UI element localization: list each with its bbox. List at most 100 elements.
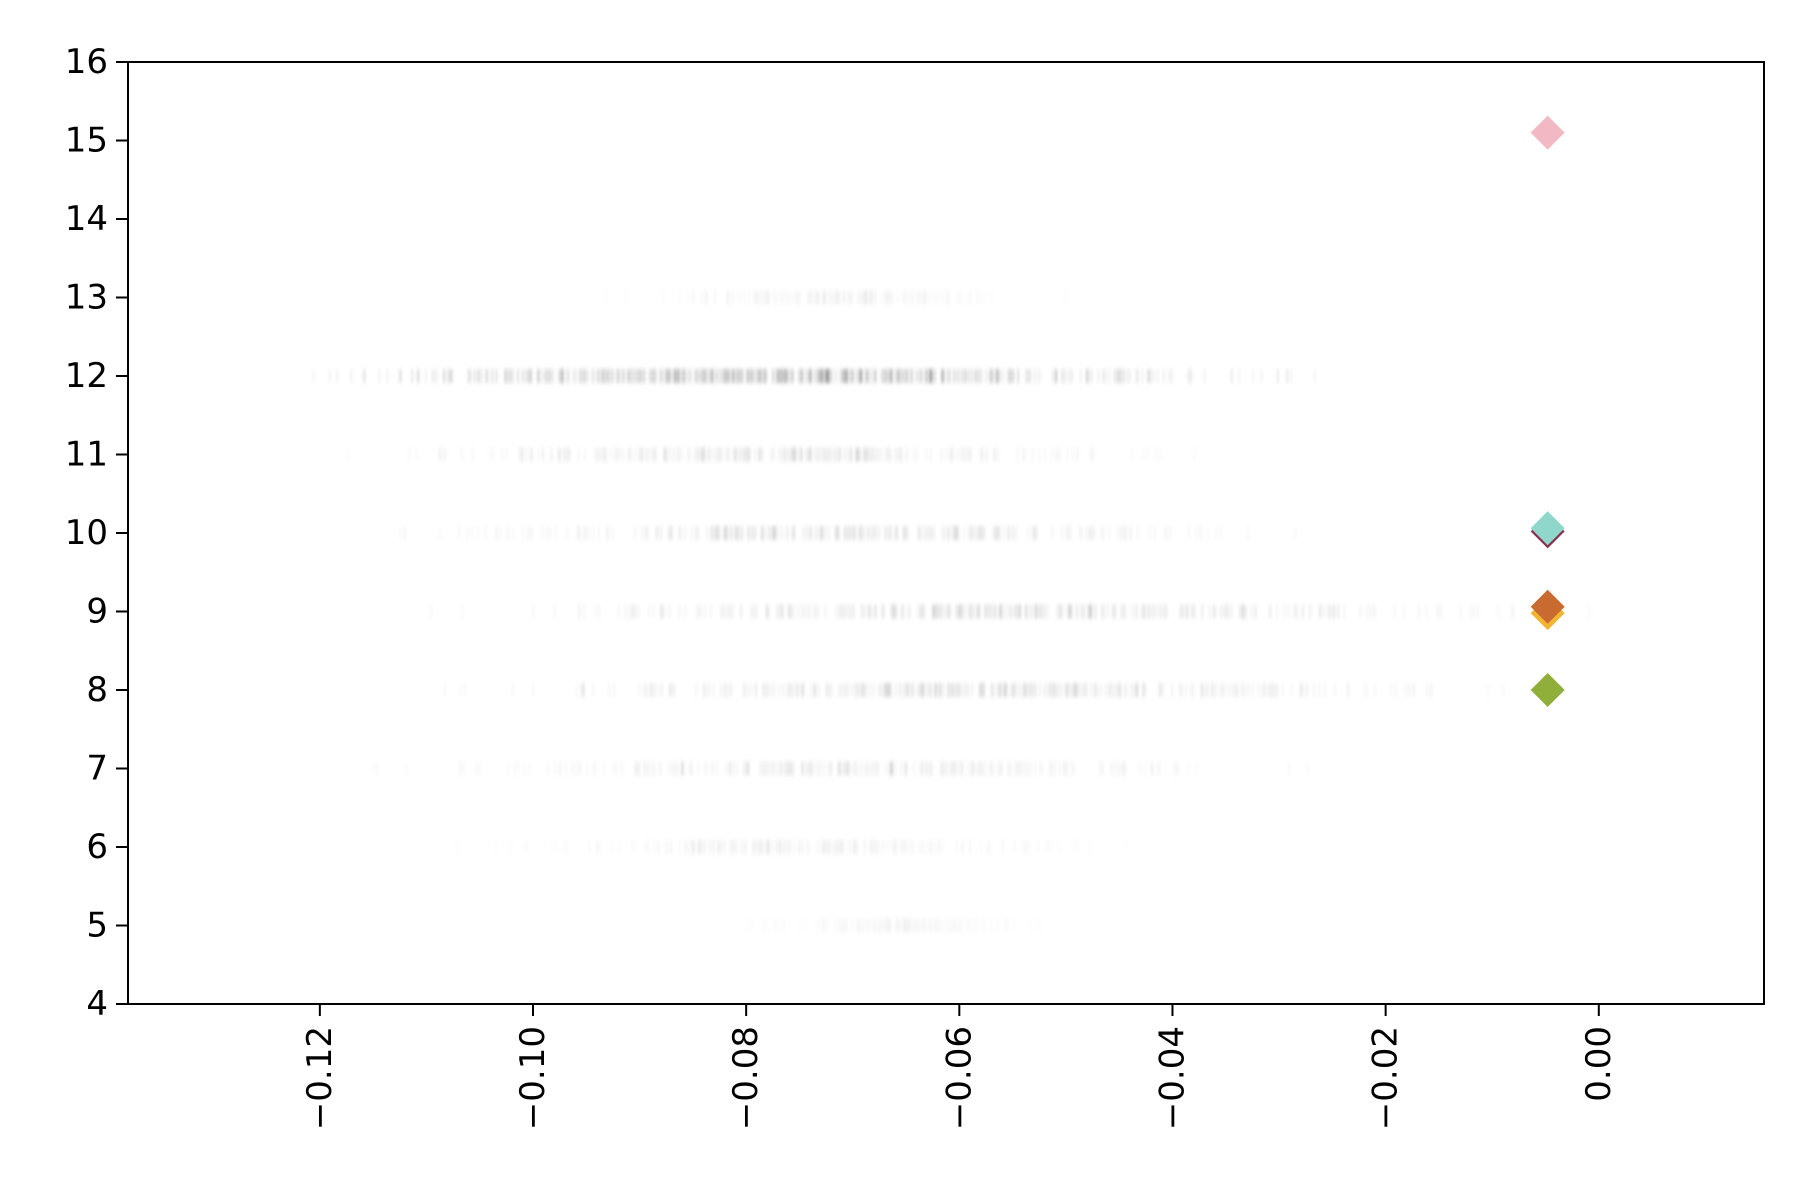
strip-tick	[990, 291, 992, 305]
strip-tick	[814, 526, 817, 540]
strip-tick	[794, 291, 796, 305]
strip-tick	[886, 683, 889, 697]
strip-tick	[474, 369, 477, 383]
strip-tick	[717, 526, 719, 540]
y-tick-label: 8	[86, 670, 108, 710]
strip-tick	[842, 369, 845, 383]
strip-tick	[839, 447, 842, 462]
strip-tick	[756, 840, 758, 854]
strip-tick	[584, 369, 588, 383]
strip-tick	[790, 683, 793, 697]
strip-tick	[771, 683, 774, 697]
strip-tick	[1013, 919, 1015, 933]
strip-tick	[980, 840, 982, 854]
strip-tick	[634, 526, 636, 540]
strip-tick	[504, 369, 507, 383]
strip-tick	[961, 369, 964, 383]
strip-tick	[1173, 762, 1175, 776]
strip-tick	[773, 683, 776, 697]
strip-tick	[740, 291, 742, 305]
strip-tick	[1156, 369, 1159, 383]
strip-tick	[752, 919, 754, 933]
strip-tick	[842, 604, 845, 619]
strip-tick	[1004, 683, 1007, 697]
strip-tick	[551, 840, 553, 854]
strip-tick	[873, 448, 875, 462]
strip-tick	[750, 683, 753, 697]
strip-tick	[849, 604, 852, 619]
strip-tick	[1241, 604, 1244, 619]
strip-tick	[557, 448, 559, 462]
strip-tick	[568, 448, 570, 462]
strip-tick	[930, 919, 932, 933]
strip-tick	[1080, 526, 1082, 540]
strip-tick	[1160, 604, 1163, 619]
strip-tick	[750, 604, 753, 619]
strip-tick	[809, 369, 812, 383]
strip-tick	[868, 919, 870, 933]
strip-tick	[1418, 605, 1420, 619]
strip-tick	[824, 604, 827, 619]
strip-tick	[526, 840, 528, 854]
strip-tick	[620, 448, 622, 462]
strip-tick	[1099, 683, 1102, 697]
strip-tick	[871, 526, 874, 540]
strip-tick	[905, 762, 907, 776]
strip-tick	[1192, 683, 1195, 697]
strip-tick	[916, 369, 920, 383]
strip-tick	[792, 762, 794, 776]
strip-tick	[960, 369, 963, 383]
strip-tick	[852, 369, 855, 383]
strip-tick	[1212, 604, 1215, 619]
strip-tick	[795, 683, 798, 697]
strip-tick	[1122, 369, 1125, 383]
strip-tick	[905, 369, 908, 383]
strip-tick	[1394, 605, 1396, 619]
strip-tick	[1128, 369, 1131, 383]
strip-tick	[845, 683, 848, 697]
strip-tick	[1231, 369, 1234, 383]
strip-tick	[1190, 369, 1193, 383]
strip-tick	[660, 526, 662, 540]
strip-tick	[893, 604, 897, 619]
strip-tick	[814, 762, 816, 776]
strip-tick	[940, 604, 943, 619]
strip-tick	[817, 683, 820, 697]
strip-tick	[947, 683, 950, 697]
strip-tick	[843, 526, 846, 540]
strip-tick	[779, 840, 781, 854]
strip-tick	[1065, 526, 1067, 540]
strip-tick	[695, 526, 697, 540]
strip-tick	[1124, 840, 1126, 854]
strip-tick	[1267, 683, 1269, 697]
strip-tick	[1085, 526, 1087, 540]
strip-tick	[653, 605, 655, 619]
strip-tick	[1025, 840, 1027, 854]
strip-tick	[378, 369, 381, 383]
strip-tick	[1129, 526, 1131, 540]
strip-tick	[788, 369, 791, 383]
strip-tick	[863, 448, 865, 462]
strip-tick	[1056, 604, 1059, 619]
strip-tick	[910, 919, 912, 933]
strip-tick	[903, 291, 905, 305]
strip-tick	[945, 762, 947, 776]
strip-tick	[328, 369, 332, 383]
strip-tick	[997, 369, 1000, 383]
strip-tick	[802, 526, 805, 540]
strip-tick	[1017, 369, 1020, 383]
strip-tick	[699, 369, 702, 383]
strip-tick	[1189, 683, 1192, 697]
strip-tick	[605, 291, 607, 305]
strip-tick	[990, 683, 993, 697]
strip-tick	[469, 369, 472, 383]
strip-tick	[580, 369, 583, 383]
strip-tick	[477, 526, 479, 540]
strip-tick	[1296, 604, 1299, 619]
strip-tick	[914, 369, 918, 383]
strip-tick	[678, 526, 680, 540]
strip-tick	[975, 919, 977, 933]
strip-tick	[945, 448, 947, 462]
y-tick-label: 10	[65, 513, 108, 553]
strip-tick	[1129, 683, 1132, 697]
